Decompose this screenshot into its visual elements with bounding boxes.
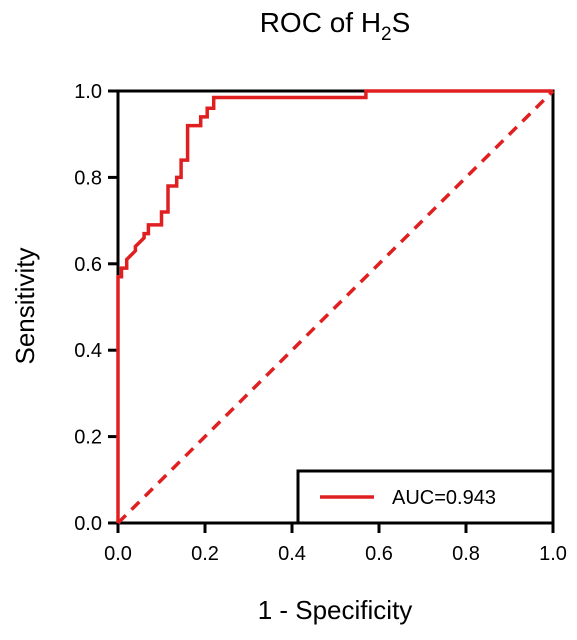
x-tick-label: 1.0 [539, 543, 567, 565]
y-tick-label: 0.2 [74, 427, 102, 449]
y-tick-label: 0.8 [74, 167, 102, 189]
chart-title: ROC of H2S [260, 7, 411, 45]
y-tick-label: 0.6 [74, 254, 102, 276]
y-tick-label: 0.4 [74, 340, 102, 362]
x-axis-label: 1 - Specificity [258, 595, 413, 625]
chart-title-suffix: S [392, 7, 411, 38]
legend-label: AUC=0.943 [392, 487, 496, 509]
roc-curve [116, 89, 553, 523]
x-tick-label: 0.6 [365, 543, 393, 565]
x-tick-label: 0.0 [104, 543, 132, 565]
chart-title-subscript: 2 [381, 24, 392, 45]
y-axis-label: Sensitivity [10, 247, 40, 364]
y-tick-label: 1.0 [74, 81, 102, 103]
reference-diagonal-line [116, 89, 555, 525]
chart-title-main: ROC of H [260, 7, 381, 38]
plot-area: 0.0 0.2 0.4 0.6 0.8 1.0 0.0 0.2 0.4 0.6 0.8 1.0 AUC=… [74, 81, 567, 565]
y-tick-label: 0.0 [74, 513, 102, 535]
x-tick-label: 0.4 [278, 543, 306, 565]
x-tick-label: 0.8 [452, 543, 480, 565]
x-tick-label: 0.2 [191, 543, 219, 565]
